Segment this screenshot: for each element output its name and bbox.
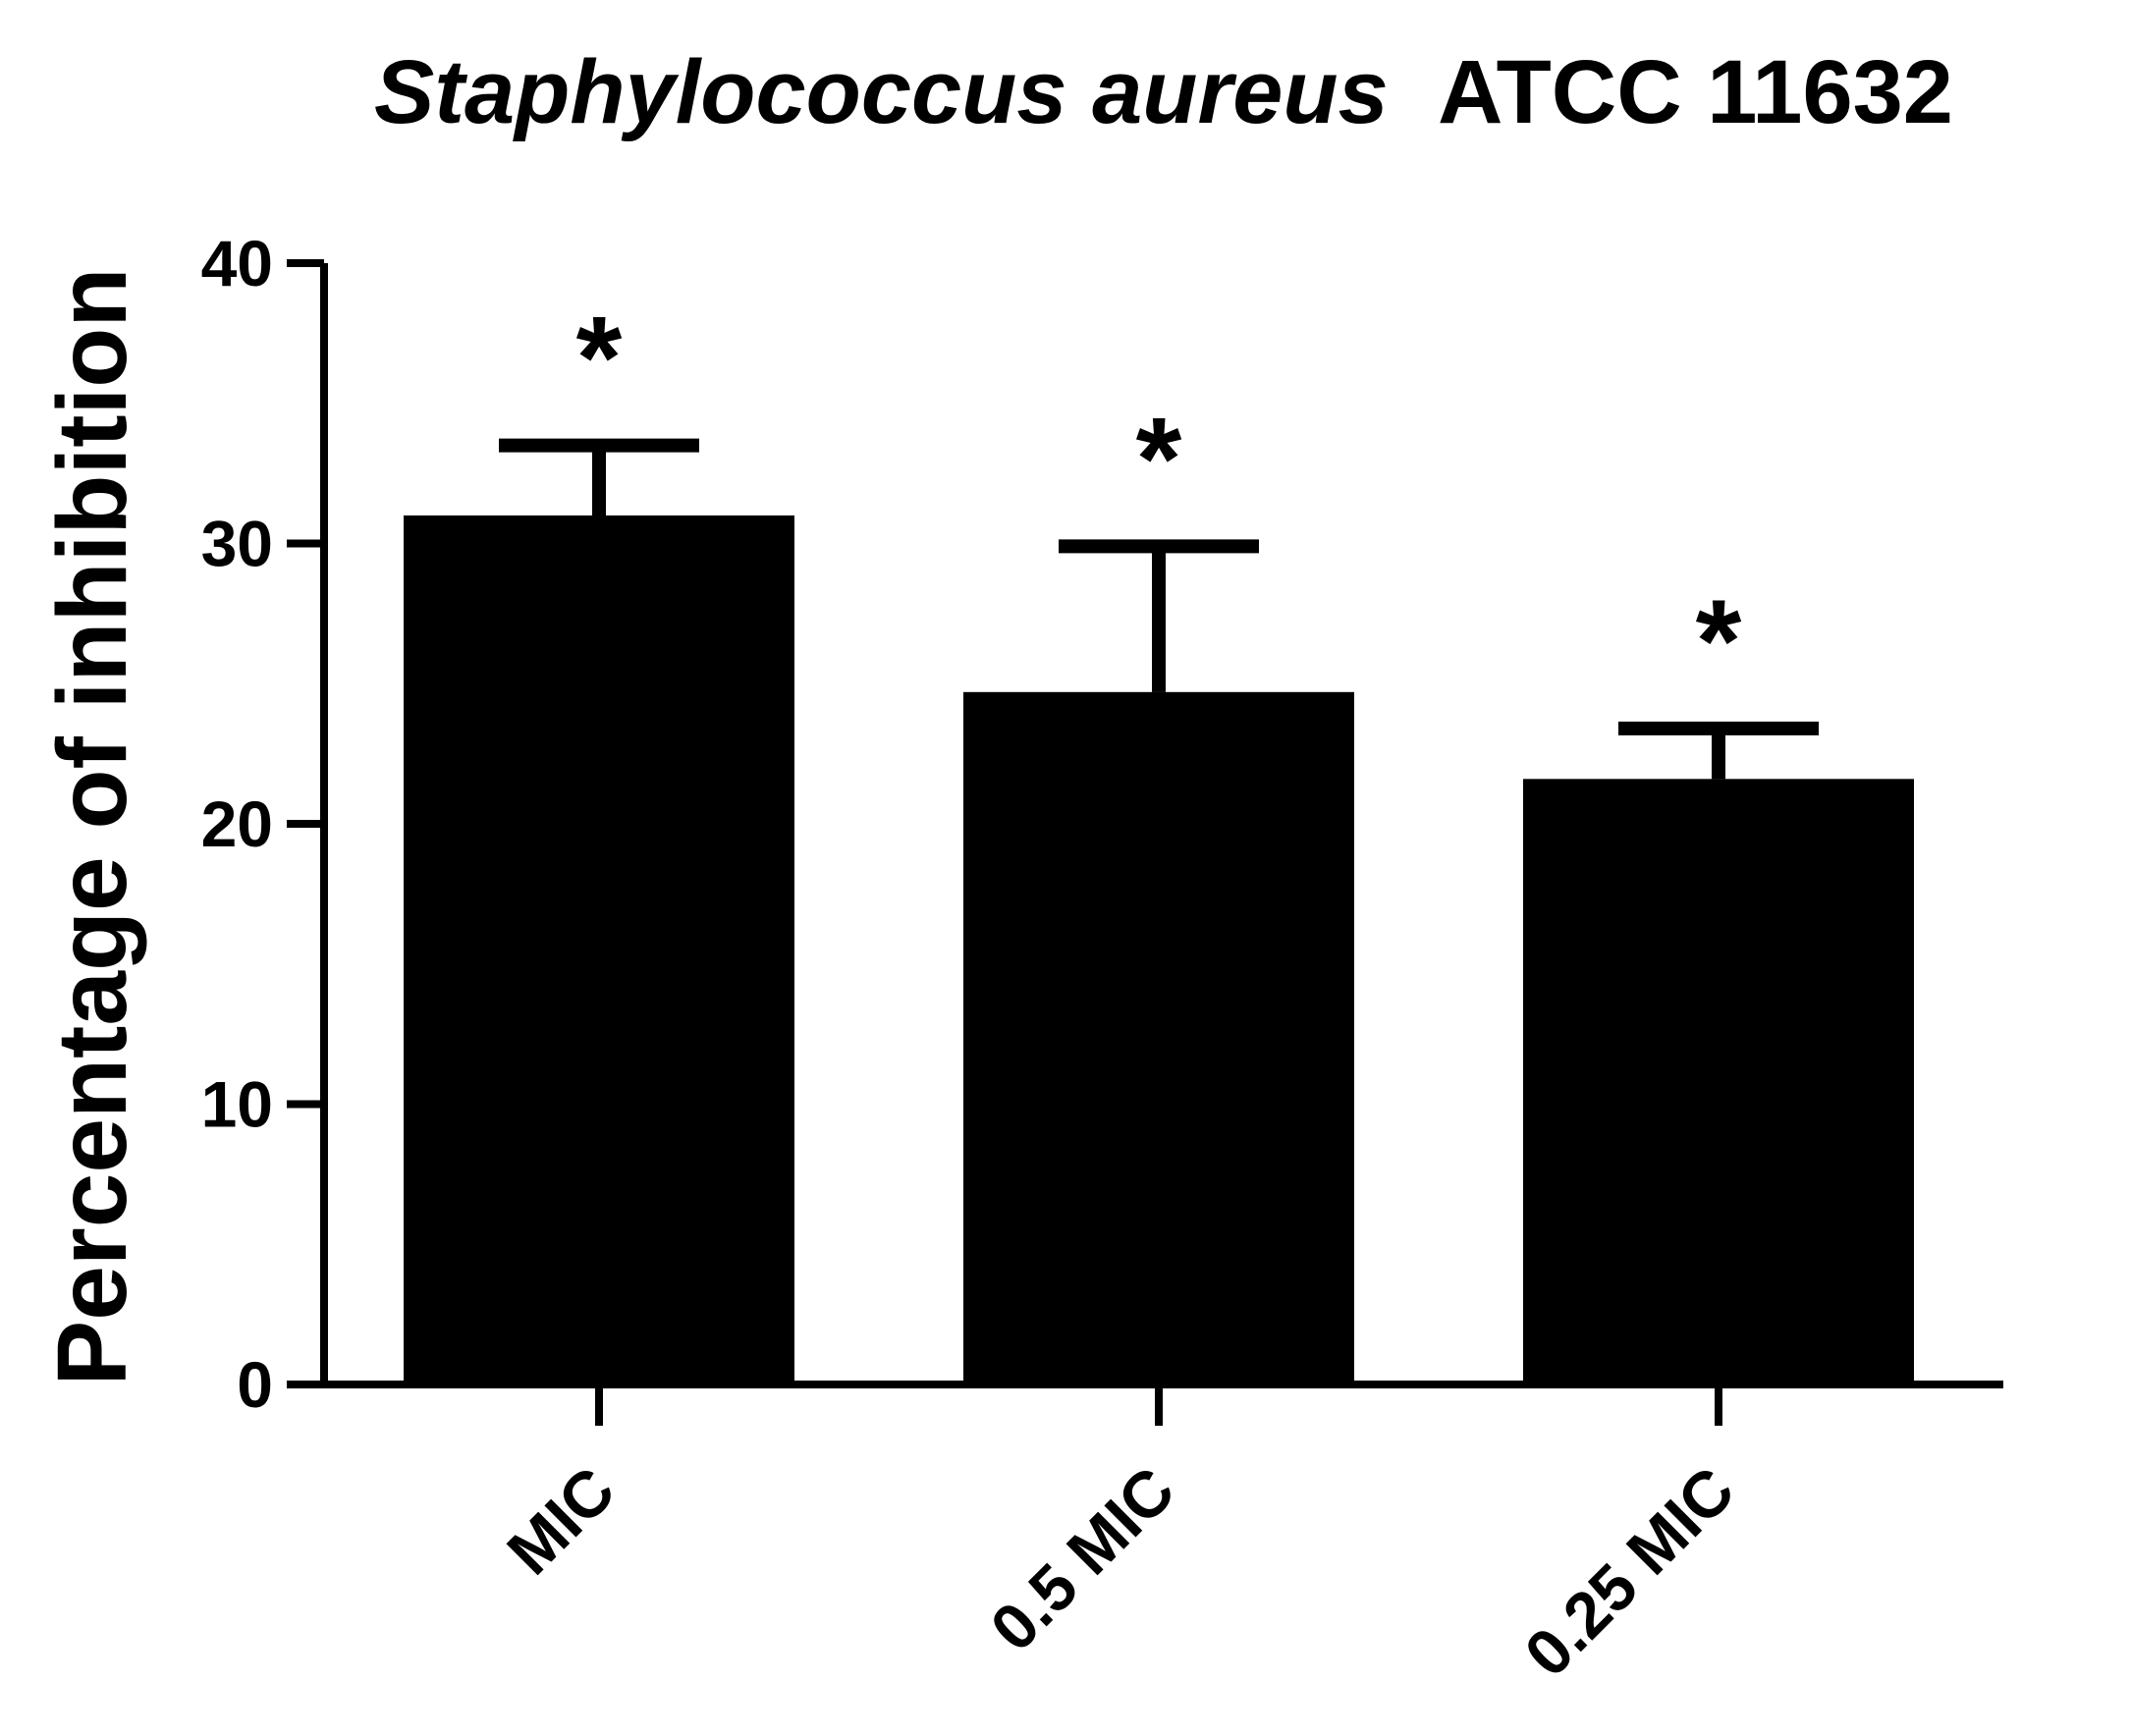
bar-3 [1523,779,1914,1384]
bar-1 [404,515,794,1384]
y-ticks-group: 0 10 20 30 40 [201,227,324,1421]
y-tick-label-3: 20 [201,787,273,860]
chart-title-italic: Staphylococcus aureus [374,42,1389,142]
x-tick-label-2: 0.5 MIC [976,1453,1188,1665]
x-tick-label-3: 0.25 MIC [1510,1453,1748,1691]
x-ticks-group: MIC 0.5 MIC 0.25 MIC [493,1384,1748,1690]
y-tick-label-1: 0 [237,1348,273,1421]
chart-title: Staphylococcus aureus ATCC 11632 [374,42,1953,142]
significance-marker-3: * [1696,575,1742,707]
y-tick-label-5: 40 [201,227,273,299]
x-tick-label-1: MIC [493,1453,628,1589]
y-axis-label: Percentage of inhibition [37,268,147,1386]
chart-title-plain: ATCC 11632 [1438,42,1953,142]
y-tick-label-2: 10 [201,1068,273,1141]
error-bars-group [499,438,1819,780]
bar-2 [963,691,1354,1384]
significance-marker-2: * [1136,393,1182,524]
significance-markers-group: * * * [576,293,1742,707]
y-tick-label-4: 30 [201,508,273,580]
bars-group [404,515,1914,1384]
significance-marker-1: * [576,293,623,424]
